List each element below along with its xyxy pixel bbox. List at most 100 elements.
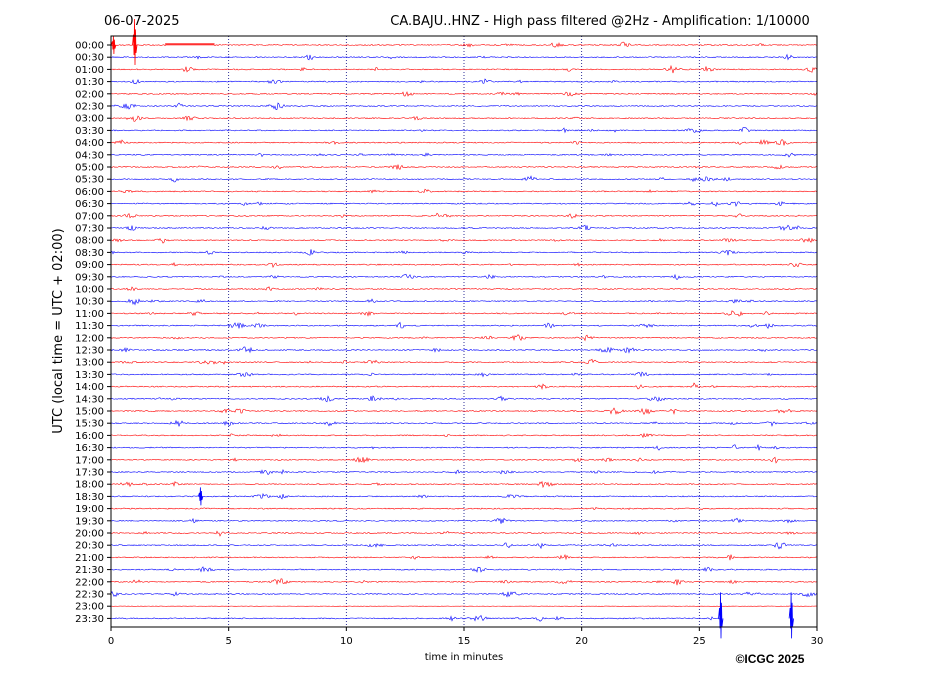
row-label-17:00: 17:00 — [75, 455, 104, 466]
trace-00:30 — [110, 53, 818, 61]
trace-03:30 — [110, 127, 818, 134]
event-spike-1 — [132, 18, 138, 66]
row-label-22:30: 22:30 — [75, 590, 104, 601]
row-label-03:30: 03:30 — [75, 126, 104, 137]
trace-02:30 — [110, 102, 818, 110]
row-label-04:00: 04:00 — [75, 138, 104, 149]
row-label-18:30: 18:30 — [75, 492, 104, 503]
row-label-00:00: 00:00 — [75, 41, 104, 52]
x-tick-label-10: 10 — [340, 636, 353, 647]
event-spike-0 — [111, 35, 117, 55]
seismic-traces — [110, 41, 818, 622]
trace-08:30 — [110, 249, 818, 256]
row-label-20:00: 20:00 — [75, 529, 104, 540]
row-label-06:30: 06:30 — [75, 199, 104, 210]
y-axis-label: UTC (local time = UTC + 02:00) — [51, 228, 66, 433]
x-axis-label: time in minutes — [425, 652, 504, 663]
x-tick-label-15: 15 — [458, 636, 471, 647]
plot-frame — [110, 35, 818, 628]
row-label-02:00: 02:00 — [75, 89, 104, 100]
trace-05:30 — [110, 175, 818, 183]
trace-22:00 — [110, 578, 818, 586]
event-spike-5 — [788, 592, 794, 639]
x-tick-label-0: 0 — [108, 636, 114, 647]
trace-10:00 — [110, 286, 818, 292]
trace-14:30 — [110, 395, 818, 403]
trace-07:30 — [110, 224, 818, 232]
trace-06:30 — [110, 200, 818, 207]
row-label-21:30: 21:30 — [75, 565, 104, 576]
row-label-23:30: 23:30 — [75, 614, 104, 625]
row-label-10:00: 10:00 — [75, 285, 104, 296]
trace-19:30 — [110, 517, 818, 524]
trace-06:00 — [110, 188, 818, 194]
chart-title: CA.BAJU..HNZ - High pass filtered @2Hz -… — [390, 14, 810, 29]
trace-13:30 — [110, 371, 818, 378]
trace-21:00 — [110, 554, 818, 561]
x-axis-ticks: 0 5 10 15 20 25 30 — [108, 627, 823, 647]
trace-16:30 — [110, 444, 818, 451]
trace-20:30 — [110, 542, 818, 550]
trace-16:00 — [110, 432, 818, 439]
row-label-19:30: 19:30 — [75, 516, 104, 527]
trace-17:00 — [110, 456, 817, 464]
trace-05:00 — [110, 164, 818, 170]
row-label-12:00: 12:00 — [75, 333, 104, 344]
trace-04:30 — [110, 152, 818, 158]
grid-lines — [228, 36, 700, 627]
trace-19:00 — [110, 506, 818, 511]
trace-11:00 — [110, 310, 818, 317]
row-label-14:00: 14:00 — [75, 382, 104, 393]
trace-07:00 — [110, 212, 818, 219]
row-label-16:30: 16:30 — [75, 443, 104, 454]
row-label-01:30: 01:30 — [75, 77, 104, 88]
row-label-23:00: 23:00 — [75, 602, 104, 613]
trace-09:00 — [110, 261, 818, 269]
trace-01:00 — [110, 64, 818, 74]
trace-09:30 — [110, 273, 818, 281]
trace-18:30 — [110, 493, 818, 500]
row-label-08:30: 08:30 — [75, 248, 104, 259]
row-label-20:30: 20:30 — [75, 541, 104, 552]
row-label-06:00: 06:00 — [75, 187, 104, 198]
seismic-events — [111, 18, 794, 639]
row-label-00:30: 00:30 — [75, 53, 104, 64]
row-label-21:00: 21:00 — [75, 553, 104, 564]
row-label-02:30: 02:30 — [75, 102, 104, 113]
trace-11:30 — [110, 321, 818, 329]
row-label-15:30: 15:30 — [75, 419, 104, 430]
trace-18:00 — [110, 480, 818, 489]
row-label-19:00: 19:00 — [75, 504, 104, 515]
trace-10:30 — [110, 298, 818, 306]
row-label-04:30: 04:30 — [75, 150, 104, 161]
trace-13:00 — [110, 358, 818, 365]
trace-14:00 — [110, 382, 818, 391]
x-tick-label-25: 25 — [693, 636, 706, 647]
event-spike-4 — [718, 592, 724, 639]
trace-03:00 — [110, 115, 818, 122]
trace-12:30 — [110, 346, 818, 354]
row-label-03:00: 03:00 — [75, 114, 104, 125]
row-label-05:00: 05:00 — [75, 163, 104, 174]
row-label-17:30: 17:30 — [75, 468, 104, 479]
row-label-14:30: 14:30 — [75, 394, 104, 405]
trace-00:00 — [110, 41, 817, 48]
row-label-11:30: 11:30 — [75, 321, 104, 332]
row-label-15:00: 15:00 — [75, 407, 104, 418]
row-label-13:30: 13:30 — [75, 370, 104, 381]
row-label-10:30: 10:30 — [75, 297, 104, 308]
row-label-09:30: 09:30 — [75, 272, 104, 283]
trace-21:30 — [110, 566, 818, 573]
row-label-08:00: 08:00 — [75, 236, 104, 247]
trace-01:30 — [110, 78, 818, 85]
trace-23:30 — [110, 614, 723, 622]
trace-12:00 — [110, 334, 818, 342]
trace-02:00 — [110, 91, 818, 97]
row-label-22:00: 22:00 — [75, 577, 104, 588]
trace-08:00 — [110, 237, 818, 244]
row-label-09:00: 09:00 — [75, 260, 104, 271]
row-label-05:30: 05:30 — [75, 175, 104, 186]
